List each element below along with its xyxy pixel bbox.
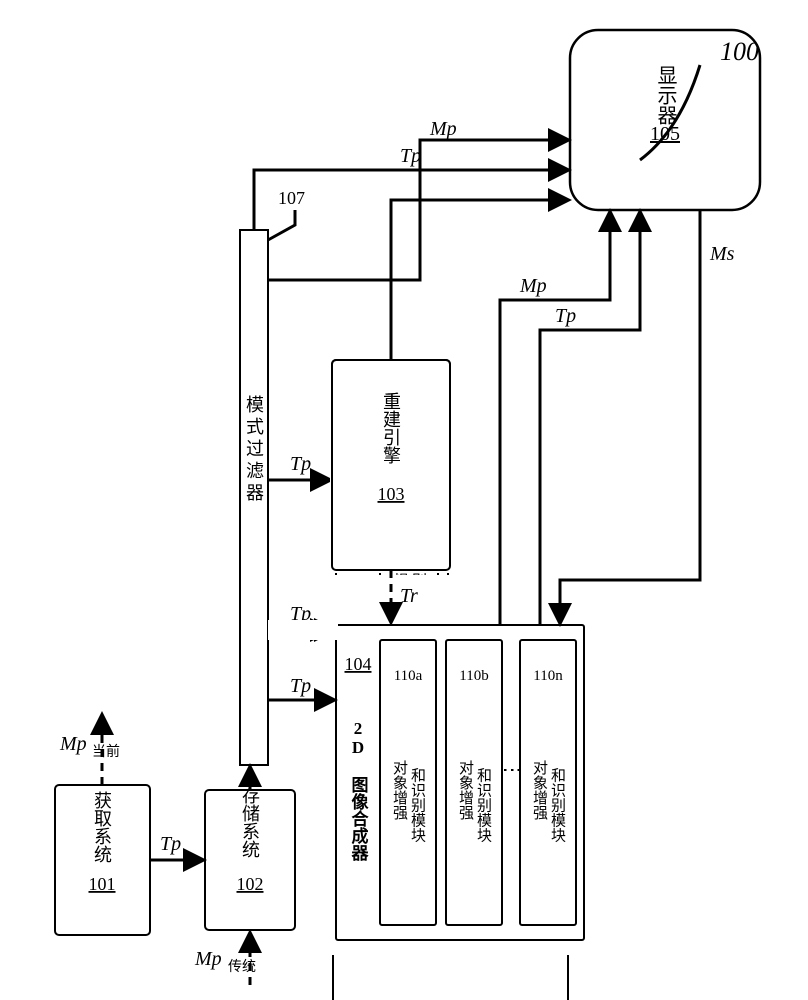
svg-text:103: 103 (378, 484, 405, 504)
svg-text:110b: 110b (459, 668, 488, 684)
svg-text:和识别模块: 和识别模块 (549, 768, 566, 843)
svg-text:和识别模块: 和识别模块 (409, 768, 426, 843)
svg-text:Mp: Mp (519, 275, 547, 297)
svg-text:和识别模块: 和识别模块 (475, 768, 492, 843)
svg-text:Ms: Ms (709, 243, 735, 265)
svg-text:104: 104 (345, 654, 372, 674)
svg-text:2D 图像合成器: 2D 图像合成器 (349, 719, 370, 862)
svg-text:对象增强: 对象增强 (391, 760, 408, 821)
svg-text:110n: 110n (533, 668, 563, 684)
svg-text:Tp: Tp (555, 305, 576, 327)
node-display: 105 显示器 (570, 30, 760, 210)
svg-text:对象增强: 对象增强 (457, 760, 474, 821)
svg-text:重建引擎: 重建引擎 (381, 392, 401, 464)
svg-text:对象增强: 对象增强 (531, 760, 548, 821)
svg-text:110a: 110a (394, 668, 423, 684)
node-105-label: 显示器 (654, 65, 677, 125)
label-tr-final: Tr (400, 585, 418, 607)
node-105-id: 105 (650, 123, 680, 145)
svg-text:Tp: Tp (290, 675, 311, 697)
